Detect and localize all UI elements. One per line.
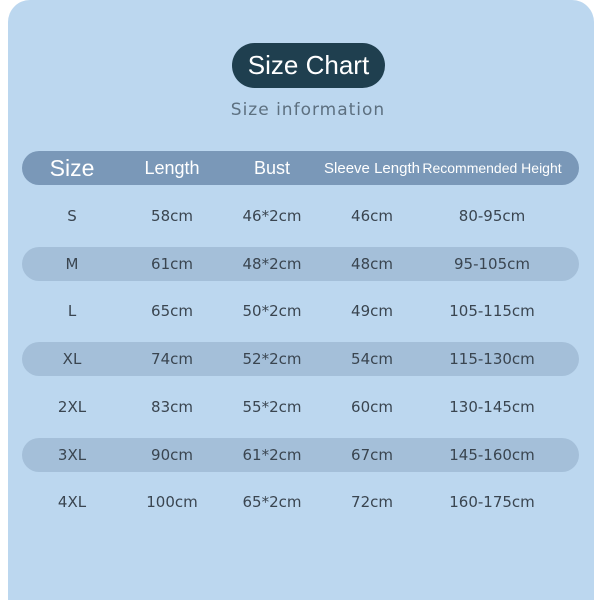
table-header: Size Length Bust Sleeve Length Recommend… bbox=[22, 151, 579, 185]
table-cell: 65cm bbox=[151, 302, 193, 321]
header-recommended-height: Recommended Height bbox=[422, 160, 562, 176]
table-row: XL 74cm 52*2cm 54cm 115-130cm bbox=[22, 342, 579, 377]
table-cell: 48*2cm bbox=[242, 254, 302, 273]
table-cell: 46*2cm bbox=[242, 207, 302, 225]
table-row: 3XL 90cm 61*2cm 67cm 145-160cm bbox=[22, 437, 579, 472]
table-cell: 65*2cm bbox=[242, 493, 302, 512]
table-cell: S bbox=[67, 207, 77, 225]
table-cell: 50*2cm bbox=[242, 302, 302, 321]
table-cell: 58cm bbox=[151, 207, 193, 225]
table-cell: 61*2cm bbox=[242, 445, 302, 464]
table-cell: 95-105cm bbox=[454, 254, 530, 273]
table-row: M 61cm 48*2cm 48cm 95-105cm bbox=[22, 246, 579, 281]
table-cell: 54cm bbox=[351, 350, 393, 369]
table-cell: 49cm bbox=[351, 302, 393, 321]
table-cell: 90cm bbox=[151, 445, 193, 464]
header-sleeve-length: Sleeve Length bbox=[324, 159, 420, 177]
header-bust: Bust bbox=[253, 157, 291, 178]
table-cell: 115-130cm bbox=[449, 350, 535, 369]
table-cell: 48cm bbox=[351, 254, 393, 273]
title-pill: Size Chart bbox=[232, 43, 385, 88]
table-cell: L bbox=[67, 302, 77, 321]
table-cell: 52*2cm bbox=[242, 350, 302, 369]
table-cell: 145-160cm bbox=[449, 445, 535, 464]
table-cell: 46cm bbox=[351, 207, 393, 225]
table-cell: 130-145cm bbox=[449, 397, 535, 416]
table-cell: 160-175cm bbox=[449, 493, 535, 512]
table-cell: 55*2cm bbox=[242, 397, 302, 416]
table-cell: 2XL bbox=[57, 397, 87, 416]
table-cell: 4XL bbox=[57, 493, 87, 512]
table-cell: 105-115cm bbox=[449, 302, 535, 321]
table-row: 2XL 83cm 55*2cm 60cm 130-145cm bbox=[22, 390, 579, 424]
table-cell: 100cm bbox=[146, 493, 198, 512]
table-row: S 58cm 46*2cm 46cm 80-95cm bbox=[22, 199, 579, 233]
table-row: 4XL 100cm 65*2cm 72cm 160-175cm bbox=[22, 485, 579, 519]
header-length: Length bbox=[144, 157, 200, 178]
table-cell: M bbox=[65, 254, 79, 273]
header-size: Size bbox=[49, 154, 95, 181]
size-chart-card: Size Chart Size information bbox=[8, 0, 594, 600]
table-cell: 72cm bbox=[351, 493, 393, 512]
table-cell: 80-95cm bbox=[458, 207, 526, 225]
table-cell: 83cm bbox=[151, 397, 193, 416]
table-cell: 74cm bbox=[151, 350, 193, 369]
table-cell: 67cm bbox=[351, 445, 393, 464]
table-cell: XL bbox=[62, 350, 82, 369]
table-cell: 61cm bbox=[151, 254, 193, 273]
table-cell: 3XL bbox=[57, 445, 87, 464]
table-row: L 65cm 50*2cm 49cm 105-115cm bbox=[22, 294, 579, 328]
subtitle: Size information bbox=[230, 100, 386, 120]
table-cell: 60cm bbox=[351, 397, 393, 416]
